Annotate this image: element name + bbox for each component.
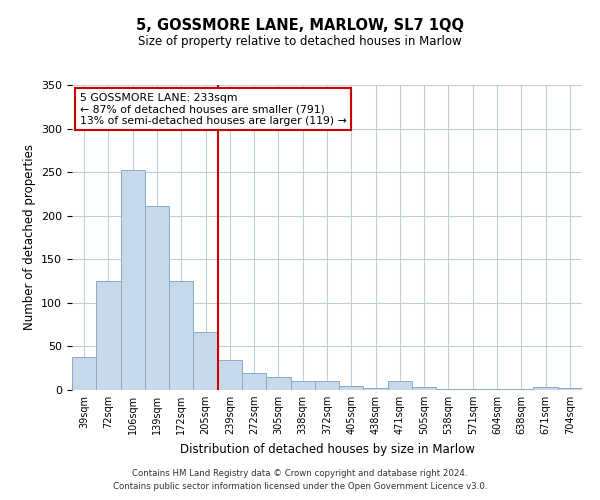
Bar — [145, 206, 169, 390]
X-axis label: Distribution of detached houses by size in Marlow: Distribution of detached houses by size … — [179, 442, 475, 456]
Text: Size of property relative to detached houses in Marlow: Size of property relative to detached ho… — [138, 35, 462, 48]
Bar — [290, 382, 315, 390]
Bar — [388, 382, 412, 390]
Bar — [315, 382, 339, 390]
Bar — [558, 388, 582, 390]
Bar — [412, 388, 436, 390]
Bar — [364, 388, 388, 390]
Bar — [266, 377, 290, 390]
Text: 5 GOSSMORE LANE: 233sqm
← 87% of detached houses are smaller (791)
13% of semi-d: 5 GOSSMORE LANE: 233sqm ← 87% of detache… — [80, 92, 346, 126]
Bar — [242, 372, 266, 390]
Bar — [96, 281, 121, 390]
Text: Contains public sector information licensed under the Open Government Licence v3: Contains public sector information licen… — [113, 482, 487, 491]
Bar — [533, 388, 558, 390]
Bar — [509, 389, 533, 390]
Text: Contains HM Land Registry data © Crown copyright and database right 2024.: Contains HM Land Registry data © Crown c… — [132, 468, 468, 477]
Bar — [72, 357, 96, 390]
Bar — [218, 360, 242, 390]
Y-axis label: Number of detached properties: Number of detached properties — [23, 144, 35, 330]
Bar — [169, 281, 193, 390]
Bar — [461, 389, 485, 390]
Text: 5, GOSSMORE LANE, MARLOW, SL7 1QQ: 5, GOSSMORE LANE, MARLOW, SL7 1QQ — [136, 18, 464, 32]
Bar — [339, 386, 364, 390]
Bar — [436, 389, 461, 390]
Bar — [121, 170, 145, 390]
Bar — [485, 389, 509, 390]
Bar — [193, 332, 218, 390]
